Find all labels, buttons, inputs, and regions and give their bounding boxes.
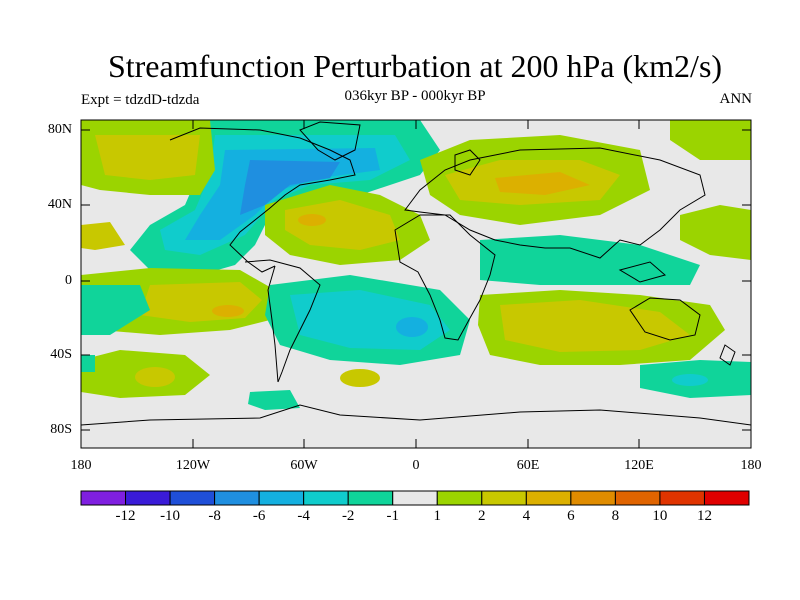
- colorbar-label: -12: [115, 508, 136, 524]
- pos-region-tropical-atlantic-mid: [285, 200, 400, 250]
- colorbar-swatch: [525, 490, 572, 506]
- experiment-label: Expt = tdzdD-tdzda: [81, 92, 200, 108]
- colorbar-swatch: [214, 490, 260, 506]
- coastlines: [81, 121, 751, 426]
- colorbar-label: -8: [208, 508, 221, 524]
- neg-core-south-atlantic: [396, 317, 428, 337]
- pos-region-arctic-east: [670, 120, 751, 160]
- streamfunction-field: [81, 120, 751, 448]
- colorbar-swatch: [303, 490, 349, 506]
- lon-label-60e: 60E: [516, 458, 540, 473]
- pos-region-south-pacific-mid: [140, 282, 262, 322]
- colorbar-label: 4: [522, 508, 531, 524]
- colorbar-swatch: [614, 490, 661, 506]
- colorbar-label: 8: [611, 508, 620, 524]
- colorbar-label: 10: [652, 508, 668, 524]
- pos-region-south-indian-mid: [500, 300, 690, 352]
- colorbar-swatch: [169, 490, 216, 506]
- lat-label-80n: 80N: [47, 122, 72, 137]
- coast-south-america-west: [267, 265, 279, 383]
- colorbar-label: -2: [341, 508, 355, 524]
- colorbar-swatch: [481, 490, 527, 506]
- pos-core-southern-ocean: [135, 367, 175, 387]
- colorbar-swatch: [347, 490, 394, 506]
- coast-scandinavia: [454, 149, 481, 176]
- coast-south-america-east: [244, 259, 321, 383]
- lon-label-120e: 120E: [624, 458, 654, 473]
- colorbar-swatch: [258, 490, 305, 506]
- colorbar-swatch: [125, 490, 171, 506]
- pos-core-south-pacific: [212, 305, 244, 317]
- neg-edge-west: [81, 355, 95, 372]
- colorbar-label: -10: [160, 508, 181, 524]
- coast-greenland: [299, 121, 361, 161]
- colorbar: [80, 490, 750, 506]
- colorbar-swatch: [80, 490, 127, 506]
- colorbar-label: 12: [696, 508, 712, 524]
- lon-label-60w: 60W: [290, 458, 318, 473]
- map-title: Streamfunction Perturbation at 200 hPa (…: [107, 48, 723, 84]
- season-label: ANN: [719, 91, 753, 107]
- neg-region-indian-ocean: [480, 235, 700, 285]
- colorbar-label: -4: [297, 508, 310, 524]
- pos-region-west-pacific: [680, 205, 751, 260]
- axis-ticks: [80, 120, 752, 448]
- lat-label-40s: 40S: [50, 347, 72, 362]
- lat-label-80s: 80S: [50, 422, 72, 437]
- lon-label-180e: 180: [740, 458, 762, 473]
- coast-antarctica: [81, 404, 751, 426]
- pos-core-eurasia: [495, 172, 590, 195]
- neg-region-south-pacific-west: [81, 285, 150, 335]
- lat-label-eq: 0: [65, 273, 72, 288]
- colorbar-swatch: [392, 490, 438, 506]
- neg-core-north-america: [240, 160, 340, 215]
- colorbar-label: -1: [386, 508, 399, 524]
- colorbar-label: 1: [433, 508, 442, 524]
- pos-core-atlantic: [298, 214, 326, 226]
- colorbar-label: -6: [252, 508, 266, 524]
- map-subtitle: 036kyr BP - 000kyr BP: [344, 88, 486, 104]
- lon-label-0: 0: [412, 458, 420, 473]
- lat-label-40n: 40N: [47, 197, 72, 212]
- coast-indonesia: [618, 261, 667, 283]
- colorbar-swatch: [659, 490, 705, 506]
- lon-label-120w: 120W: [175, 458, 211, 473]
- pos-region-north-pacific-mid: [95, 135, 200, 180]
- colorbar-label: 6: [567, 508, 575, 524]
- neg-blob-drake: [248, 390, 300, 410]
- coast-australia: [629, 297, 701, 341]
- pos-region-east-pacific: [81, 222, 125, 250]
- coast-eurasia: [404, 147, 706, 259]
- coast-new-zealand: [719, 344, 736, 366]
- coast-north-america: [169, 127, 356, 273]
- lon-label-180w: 180: [70, 458, 92, 473]
- neg-core-southern-east: [672, 374, 708, 386]
- colorbar-label: 2: [478, 508, 486, 524]
- colorbar-swatch: [703, 490, 750, 506]
- pos-blob-south-atlantic: [340, 369, 380, 387]
- colorbar-swatch: [436, 490, 483, 506]
- colorbar-swatch: [570, 490, 616, 506]
